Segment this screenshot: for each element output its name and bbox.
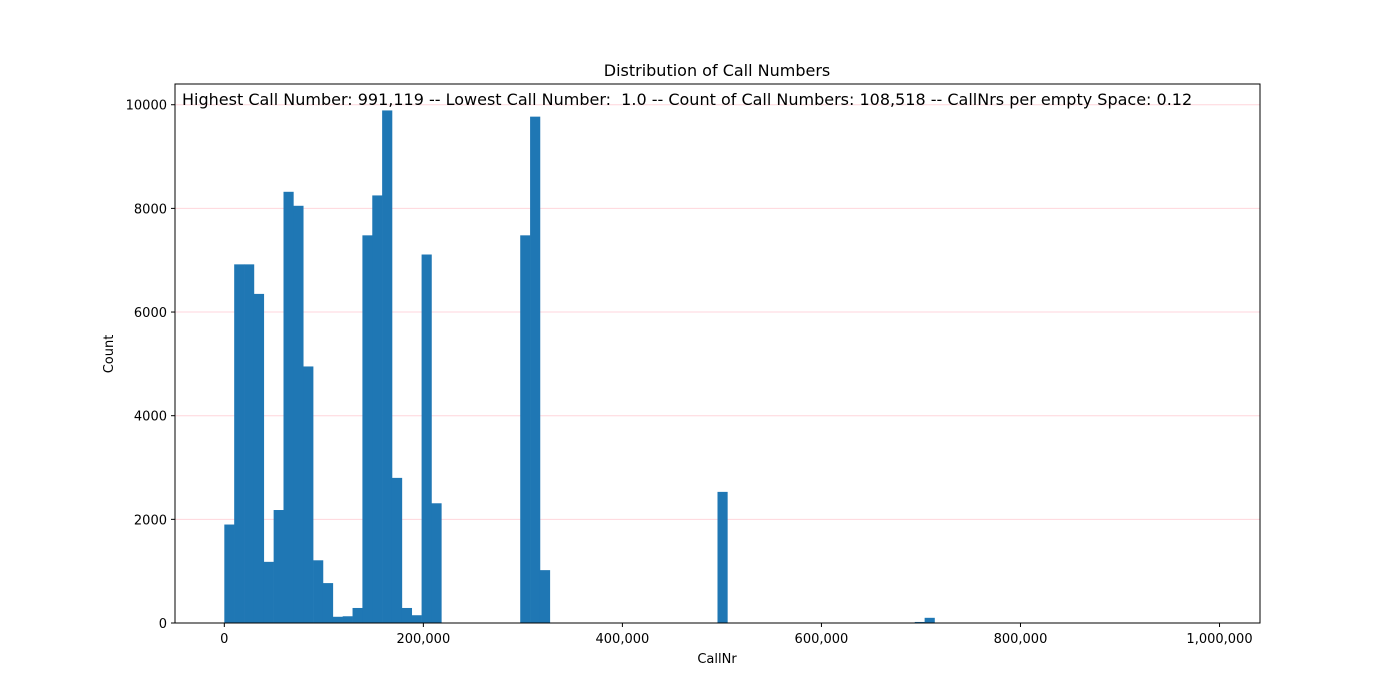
y-tick-label: 0 [159,617,167,632]
histogram-bar [244,264,255,623]
histogram-bar [322,583,334,623]
histogram-bar [924,617,935,623]
histogram-bar [342,616,353,623]
histogram-bar [313,560,324,623]
x-tick-label: 0 [220,632,228,647]
histogram-bar [431,503,442,623]
histogram-bar [914,621,925,623]
x-tick-label: 1,000,000 [1186,632,1252,647]
x-tick-label: 200,000 [396,632,450,647]
y-tick-label: 10000 [126,99,167,114]
stats-annotation: Highest Call Number: 991,119 -- Lowest C… [182,90,1192,109]
y-axis-label: Count [102,335,117,374]
y-axis-ticks: 0 2000 4000 6000 8000 10000 [126,99,175,632]
histogram-bar [224,524,235,623]
histogram-bar [234,264,245,623]
histogram-bar [263,561,274,623]
x-axis-label: CallNr [697,652,737,667]
histogram-bar [273,510,284,623]
histogram-bar [421,254,432,624]
histogram-bar [293,205,304,623]
bars [224,110,935,624]
histogram-bar [401,607,413,623]
histogram-bar [717,491,728,623]
histogram-bar [372,195,383,623]
y-tick-label: 4000 [134,410,167,425]
y-tick-label: 2000 [134,513,167,528]
plot-frame [174,83,1261,624]
histogram-bar [391,477,403,623]
histogram-bar [253,293,265,623]
x-tick-label: 400,000 [596,632,650,647]
histogram-bar [382,110,393,623]
histogram-bar [332,616,343,623]
histogram-bar [362,235,373,624]
chart-title: Distribution of Call Numbers [604,61,831,80]
x-tick-label: 800,000 [994,632,1048,647]
y-tick-label: 6000 [134,306,167,321]
x-tick-label: 600,000 [795,632,849,647]
histogram-bar [520,235,531,624]
histogram-bar [539,570,551,623]
histogram-bar [283,191,294,624]
histogram-bar [303,366,314,623]
x-axis-ticks: 0 200,000 400,000 600,000 800,000 1,000,000 [220,623,1253,647]
y-tick-label: 8000 [134,202,167,217]
histogram-bar [530,116,541,623]
histogram-bar [352,607,363,623]
histogram-bar [411,615,422,623]
